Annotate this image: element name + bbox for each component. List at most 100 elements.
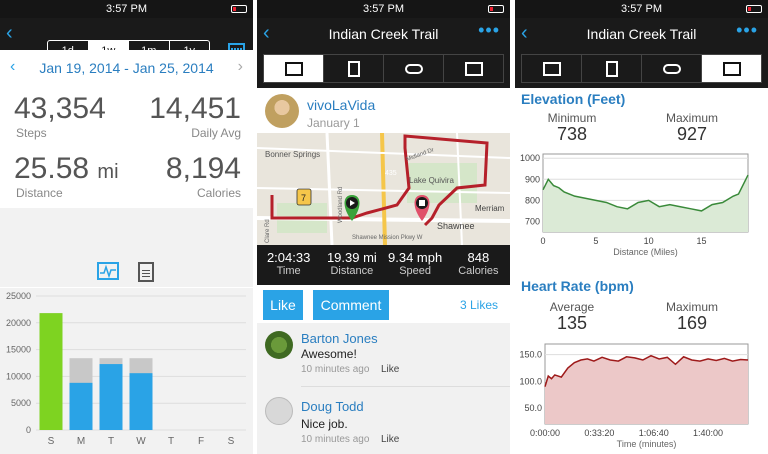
commenter-avatar[interactable] bbox=[265, 331, 293, 359]
highway-7-shield bbox=[296, 188, 312, 206]
date-range-text: Jan 19, 2014 - Jan 25, 2014 bbox=[39, 60, 214, 76]
y-tick-label: 100.0 bbox=[519, 376, 542, 386]
activity-header: ‹ Indian Creek Trail ••• bbox=[515, 18, 768, 50]
comment-text: Nice job. bbox=[301, 417, 348, 431]
comment-timestamp: 10 minutes ago bbox=[301, 364, 370, 375]
end-pin-icon[interactable] bbox=[414, 195, 430, 221]
likes-count-link[interactable]: 3 Likes bbox=[459, 298, 498, 312]
tab-summary[interactable] bbox=[522, 55, 582, 82]
x-tick-label: 1:40:00 bbox=[693, 428, 723, 438]
tab-laps[interactable] bbox=[384, 55, 444, 82]
comment-like-link[interactable]: Like bbox=[381, 364, 400, 375]
route-map[interactable]: Bonner Springs 435 Lake Quivira Shawnee … bbox=[257, 133, 510, 245]
status-bar: 3:57 PM bbox=[0, 0, 253, 18]
loop-icon bbox=[404, 63, 423, 74]
hr-average-value: 135 bbox=[556, 313, 588, 333]
more-options-icon[interactable]: ••• bbox=[478, 20, 500, 40]
hr-average-label: Average bbox=[549, 300, 595, 314]
daily-avg-label: Daily Avg bbox=[191, 126, 241, 140]
speed-value: 9.34 mph bbox=[388, 250, 443, 265]
calories-label: Calories bbox=[196, 186, 241, 200]
x-axis-label: Time (minutes) bbox=[617, 439, 677, 449]
like-button[interactable]: Like bbox=[263, 290, 303, 320]
back-chevron-icon[interactable]: ‹ bbox=[263, 22, 270, 44]
activity-tab-bar bbox=[263, 54, 504, 83]
user-avatar[interactable] bbox=[265, 94, 299, 128]
commenter-name[interactable]: Barton Jones bbox=[301, 331, 378, 346]
tab-details[interactable] bbox=[324, 55, 384, 82]
daily-avg-value: 14,451 bbox=[149, 92, 241, 125]
user-name[interactable]: vivoLaVida bbox=[307, 97, 376, 113]
elevation-min-label: Minimum bbox=[547, 111, 597, 125]
x-tick-label: S bbox=[48, 436, 55, 447]
elevation-max-value: 927 bbox=[676, 124, 708, 144]
tab-graphs[interactable] bbox=[702, 55, 761, 82]
battery-icon bbox=[746, 5, 762, 13]
heart-rate-chart: 150.0 100.0 50.0 0:00:00 0:33:20 1:06:40 1:40:… bbox=[519, 343, 749, 449]
tab-laps[interactable] bbox=[642, 55, 702, 82]
screen-divider bbox=[253, 0, 257, 454]
comment-text: Awesome! bbox=[301, 347, 357, 361]
stat-speed: 9.34 mph Speed bbox=[384, 245, 447, 285]
status-time: 3:57 PM bbox=[621, 3, 662, 15]
activity-title: Indian Creek Trail bbox=[328, 26, 439, 42]
steps-bar-chart: 25000 20000 15000 10000 5000 0 S M T W T F S bbox=[6, 291, 246, 447]
back-chevron-icon[interactable]: ‹ bbox=[521, 22, 528, 44]
more-options-icon[interactable]: ••• bbox=[736, 20, 758, 40]
x-tick-label: 5 bbox=[593, 236, 598, 246]
activity-title: Indian Creek Trail bbox=[586, 26, 697, 42]
graph-icon bbox=[722, 61, 741, 76]
steps-label: Steps bbox=[16, 126, 47, 140]
graph-view-icon[interactable] bbox=[97, 262, 119, 280]
status-bar: 3:57 PM bbox=[257, 0, 510, 18]
distance-value: 19.39 mi bbox=[326, 250, 377, 265]
x-tick-label: 1:06:40 bbox=[639, 428, 669, 438]
commenter-avatar[interactable] bbox=[265, 397, 293, 425]
comment-like-link[interactable]: Like bbox=[381, 434, 400, 445]
x-tick-label: 10 bbox=[644, 236, 654, 246]
tab-details[interactable] bbox=[582, 55, 642, 82]
stats-panel: 43,354 Steps 14,451 Daily Avg 25.58 mi D… bbox=[0, 86, 253, 208]
status-time: 3:57 PM bbox=[363, 3, 404, 15]
map-label-bonner-springs: Bonner Springs bbox=[265, 150, 320, 159]
document-icon bbox=[347, 60, 360, 77]
time-value: 2:04:33 bbox=[266, 250, 311, 265]
tab-graphs[interactable] bbox=[444, 55, 503, 82]
next-week-chevron-icon[interactable]: › bbox=[237, 58, 243, 75]
stat-calories: 848 Calories bbox=[447, 245, 510, 285]
map-label-highway-7: 7 bbox=[301, 193, 306, 203]
calories-value: 848 bbox=[467, 250, 490, 265]
battery-icon bbox=[231, 5, 247, 13]
y-tick-label: 5000 bbox=[11, 398, 31, 408]
x-tick-label: 0:00:00 bbox=[530, 428, 560, 438]
map-label-clare-rd: Clare Rd bbox=[265, 219, 271, 243]
comment-timestamp: 10 minutes ago bbox=[301, 434, 370, 445]
comment-button[interactable]: Comment bbox=[313, 290, 389, 320]
x-tick-label: S bbox=[228, 436, 235, 447]
y-tick-label: 20000 bbox=[6, 318, 31, 328]
distance-unit: mi bbox=[97, 161, 119, 183]
x-tick-label: 0:33:20 bbox=[584, 428, 614, 438]
list-view-icon[interactable] bbox=[138, 262, 154, 282]
commenter-name[interactable]: Doug Todd bbox=[301, 399, 364, 414]
tab-summary[interactable] bbox=[264, 55, 324, 82]
date-range-row: ‹ Jan 19, 2014 - Jan 25, 2014 › bbox=[0, 50, 253, 86]
stat-distance: 19.39 mi Distance bbox=[320, 245, 383, 285]
x-tick-label: W bbox=[136, 436, 146, 447]
map-label-merriam: Merriam bbox=[475, 204, 505, 213]
start-pin-icon[interactable] bbox=[344, 195, 360, 221]
x-tick-label: T bbox=[108, 436, 114, 447]
stat-time: 2:04:33 Time bbox=[257, 245, 320, 285]
document-icon bbox=[605, 60, 618, 77]
graph-icon bbox=[464, 61, 483, 76]
screen-divider bbox=[511, 0, 515, 454]
activity-graphs-screen: 3:57 PM ‹ Indian Creek Trail ••• Elevati… bbox=[515, 0, 768, 454]
calories-value: 8,194 bbox=[165, 152, 241, 185]
back-chevron-icon[interactable]: ‹ bbox=[6, 22, 13, 44]
activity-stats-bar: 2:04:33 Time 19.39 mi Distance 9.34 mph Spe… bbox=[257, 245, 510, 285]
map-label-highway-435: 435 bbox=[385, 170, 397, 177]
previous-week-chevron-icon[interactable]: ‹ bbox=[10, 58, 16, 75]
comment-separator bbox=[301, 386, 510, 387]
status-bar: 3:57 PM bbox=[515, 0, 768, 18]
map-label-lake-quivira: Lake Quivira bbox=[409, 176, 454, 185]
